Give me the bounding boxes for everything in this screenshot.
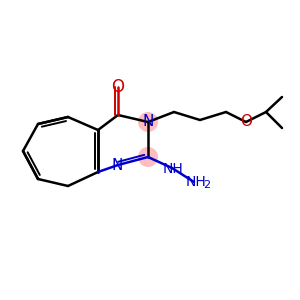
Text: N: N — [111, 158, 123, 172]
Text: N: N — [142, 115, 154, 130]
Text: NH: NH — [186, 175, 206, 189]
Text: 2: 2 — [203, 180, 211, 190]
Circle shape — [138, 112, 158, 132]
Text: NH: NH — [163, 162, 183, 176]
Text: O: O — [240, 115, 252, 130]
Circle shape — [138, 147, 158, 167]
Text: O: O — [112, 78, 124, 96]
